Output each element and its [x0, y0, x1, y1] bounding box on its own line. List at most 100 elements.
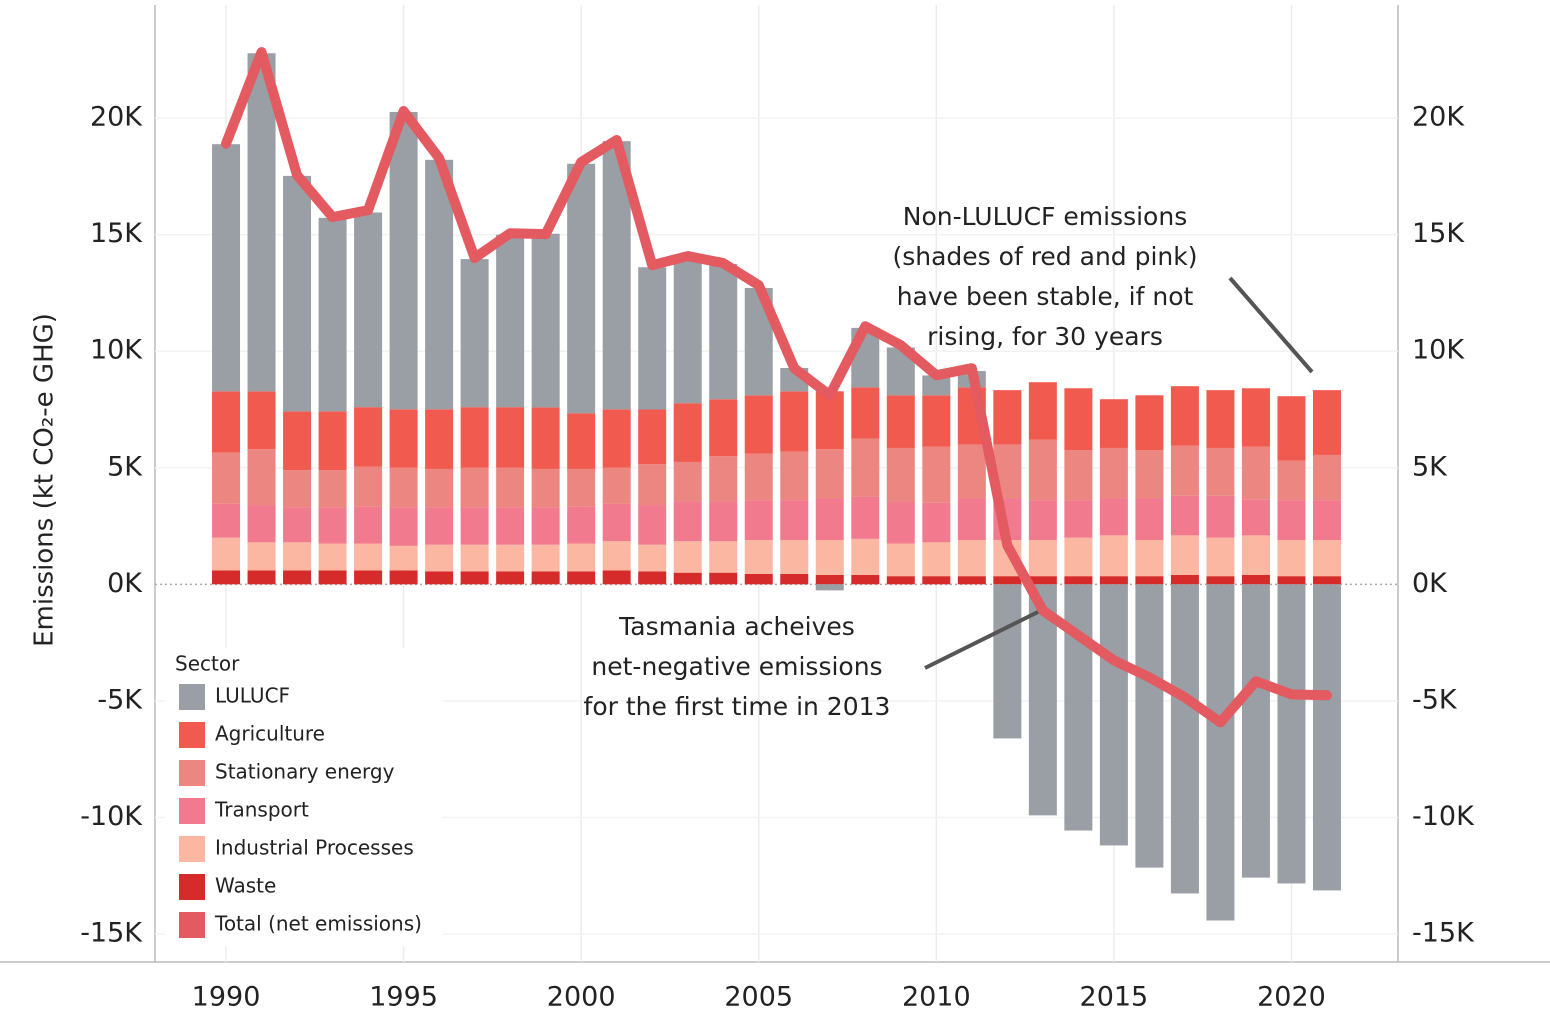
bar-segment	[709, 264, 738, 400]
bar-segment	[957, 498, 986, 541]
bar-segment	[886, 543, 915, 577]
bar-segment	[425, 468, 454, 508]
bar-segment	[531, 407, 560, 469]
bar-segment	[922, 375, 951, 396]
legend-label: Agriculture	[215, 722, 325, 746]
bar-segment	[1170, 575, 1199, 585]
bar-segment	[425, 507, 454, 545]
bar-segment	[1312, 390, 1341, 455]
bar-segment	[744, 395, 773, 454]
bar-segment	[638, 571, 667, 585]
annotation: (shades of red and pink)	[892, 242, 1197, 271]
bar-segment	[1312, 584, 1341, 891]
bar-segment	[709, 399, 738, 457]
bar-segment	[1206, 390, 1235, 448]
bar-segment	[638, 267, 667, 410]
y-tick-label: 15K	[90, 218, 143, 249]
bar-segment	[1028, 540, 1057, 577]
bar-segment	[460, 571, 489, 585]
bar-segment	[922, 542, 951, 577]
annotation-pointer	[1228, 276, 1314, 374]
bar-segment	[1099, 447, 1128, 499]
bar-segment	[957, 540, 986, 577]
y2-tick-label: 0K	[1412, 568, 1448, 599]
bar-segment	[1206, 495, 1235, 538]
bar-segment	[1206, 584, 1235, 921]
bar-segment	[212, 144, 241, 392]
bar-segment	[567, 468, 596, 507]
bar-segment	[602, 503, 631, 542]
bar-segment	[744, 500, 773, 541]
bar-segment	[212, 537, 241, 571]
bar-segment	[851, 575, 880, 585]
y2-tick-label: 15K	[1412, 218, 1465, 249]
bar-segment	[815, 391, 844, 450]
bar-segment	[957, 444, 986, 499]
bar-segment	[886, 447, 915, 502]
bar-segment	[531, 544, 560, 572]
bar-segment	[1241, 446, 1270, 500]
bar-segment	[744, 573, 773, 585]
bar-segment	[1099, 498, 1128, 536]
bar-segment	[354, 543, 383, 571]
bar-segment	[247, 449, 276, 506]
bar-segment	[1241, 499, 1270, 536]
legend-label: Stationary energy	[215, 760, 395, 784]
legend-swatch	[179, 912, 205, 938]
legend-swatch	[179, 874, 205, 900]
total-line	[221, 47, 1332, 728]
y2-tick-label: 20K	[1412, 102, 1465, 133]
bar-segment	[354, 466, 383, 507]
bar-segment	[851, 496, 880, 539]
bar-segment	[283, 542, 312, 571]
legend-swatch	[179, 722, 205, 748]
bar-segment	[886, 576, 915, 585]
bar-segment	[673, 501, 702, 542]
bar-segment	[531, 233, 560, 408]
bar-segment	[815, 584, 844, 591]
bar-segment	[283, 175, 312, 412]
bar-segment	[1064, 388, 1093, 451]
bar-segment	[1170, 445, 1199, 496]
bar-segment	[709, 501, 738, 542]
bar-segment	[496, 407, 525, 468]
bar-segment	[425, 409, 454, 469]
legend: Sector LULUCF Agriculture Stationary energy…	[175, 652, 422, 938]
bar-segment	[1277, 500, 1306, 541]
bar-segment	[1064, 584, 1093, 831]
bar-segment	[1170, 535, 1199, 576]
bar-segment	[389, 507, 418, 546]
bar-segment	[1241, 388, 1270, 447]
legend-label: Industrial Processes	[215, 836, 414, 860]
bar-segment	[212, 570, 241, 585]
bar-segment	[1206, 537, 1235, 577]
bar-segment	[993, 584, 1022, 739]
bar-segment	[1028, 576, 1057, 585]
bar-segment	[212, 391, 241, 453]
x-tick-label: 2010	[902, 982, 971, 1013]
bar-segment	[1135, 450, 1164, 499]
bar-segment	[1277, 540, 1306, 577]
bar-segment	[780, 391, 809, 452]
y-tick-label: 5K	[107, 451, 143, 482]
bar-segment	[1206, 576, 1235, 585]
annotation-pointer	[924, 610, 1039, 670]
bar-segment	[283, 411, 312, 471]
bar-segment	[957, 576, 986, 585]
legend-swatch	[179, 836, 205, 862]
bar-segment	[567, 163, 596, 414]
bar-segment	[496, 234, 525, 408]
bar-segment	[673, 403, 702, 462]
bar-segment	[602, 467, 631, 504]
legend-label: LULUCF	[215, 684, 290, 708]
x-tick-label: 2005	[724, 982, 793, 1013]
bar-segment	[318, 470, 347, 508]
bar-segment	[744, 540, 773, 574]
bars	[212, 53, 1341, 921]
bar-segment	[922, 395, 951, 447]
bar-segment	[780, 500, 809, 541]
bar-segment	[922, 446, 951, 503]
bar-segment	[993, 390, 1022, 445]
annotation: Non-LULUCF emissions	[903, 202, 1187, 231]
y-tick-label: -5K	[97, 684, 143, 715]
